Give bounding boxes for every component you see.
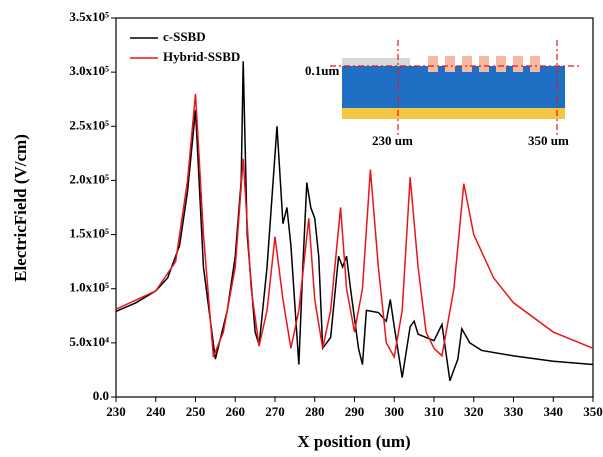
line (115, 93, 594, 360)
y-axis-label: ElectricField (V/cm) (11, 134, 30, 282)
inset-pillars (428, 56, 540, 72)
inset-diagram: 0.1um 230 um 350 um (305, 40, 582, 148)
x-tick-label: 340 (544, 404, 564, 419)
x-tick-label: 310 (424, 404, 444, 419)
x-tick-label: 260 (226, 404, 246, 419)
x-tick-label: 270 (265, 404, 285, 419)
inset-layer (342, 58, 410, 68)
x-tick-label: 250 (186, 404, 206, 419)
x-tick-label: 300 (385, 404, 405, 419)
inset-layer (342, 66, 565, 108)
y-tick-label: 1.5x10⁵ (69, 226, 109, 241)
inset-layer (342, 108, 565, 119)
annotation: 230 um (372, 133, 413, 148)
x-axis-label: X position (um) (297, 432, 410, 451)
y-tick-label: 3.0x10⁵ (69, 63, 109, 78)
inset-guides (330, 40, 582, 135)
x-tick-label: 320 (464, 404, 484, 419)
x-tick-label: 330 (504, 404, 524, 419)
x-tick-label: 290 (345, 404, 365, 419)
x-tick-label: 280 (305, 404, 325, 419)
annotation: 350 um (528, 133, 569, 148)
y-tick-label: 1.0x10⁵ (69, 280, 109, 295)
legend-label: c-SSBD (163, 29, 206, 44)
legend-label: Hybrid-SSBD (163, 49, 240, 64)
y-tick-label: 0.0 (93, 388, 109, 403)
y-tick-label: 2.5x10⁵ (69, 117, 109, 132)
x-tick-label: 240 (146, 404, 166, 419)
x-tick-label: 350 (583, 404, 603, 419)
y-tick-label: 2.0x10⁵ (69, 171, 109, 186)
y-tick-label: 5.0x10⁴ (69, 334, 109, 349)
y-tick-label: 3.5x10⁵ (69, 9, 109, 24)
annotation: 0.1um (305, 63, 339, 78)
x-tick-label: 230 (106, 404, 126, 419)
